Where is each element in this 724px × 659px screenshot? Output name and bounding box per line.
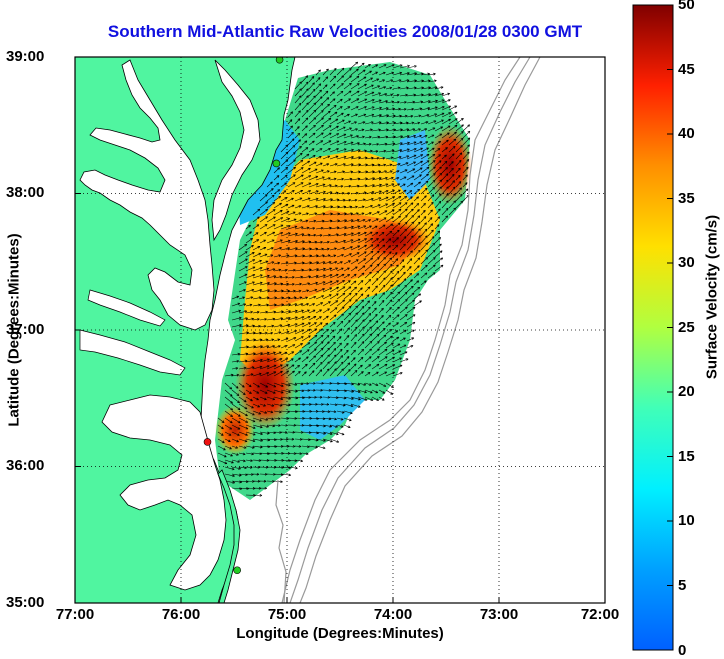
- x-tick-label: 76:00: [161, 606, 201, 623]
- colorbar-label: Surface Velocity (cm/s): [703, 214, 721, 380]
- station-south-red: [203, 438, 212, 446]
- chart-title: Southern Mid-Atlantic Raw Velocities 200…: [107, 22, 583, 41]
- velocity-hotspot-s: [215, 405, 255, 455]
- barrier-island: [217, 469, 241, 603]
- y-tick-label: 36:00: [6, 457, 45, 474]
- river-inlet-1: [79, 329, 186, 376]
- velocity-arrow-glyphs: [217, 61, 471, 497]
- colorbar-tick-label: 10: [678, 512, 695, 529]
- x-tick-label: 77:00: [55, 606, 95, 623]
- y-tick-label: 38:00: [6, 184, 45, 201]
- station-north: [275, 57, 284, 64]
- colorbar-tick-label: 50: [678, 0, 695, 13]
- bathymetry-contours: [275, 57, 541, 603]
- x-tick-label: 72:00: [580, 606, 620, 623]
- x-tick-label: 73:00: [479, 606, 519, 623]
- station-mid: [272, 159, 281, 168]
- pamlico-sound: [101, 394, 227, 591]
- y-tick-label: 35:00: [6, 594, 45, 611]
- velocity-arrows: [217, 61, 471, 497]
- colorbar-tick-label: 15: [678, 448, 695, 465]
- chesapeake-bay: [79, 59, 215, 331]
- delmarva-inner-bay: [211, 59, 261, 242]
- velocity-patch-cool-s: [300, 375, 365, 440]
- colorbar-ticks: [667, 69, 673, 586]
- colorbar-tick-label: 35: [678, 190, 695, 207]
- river-inlet-2: [87, 289, 166, 327]
- colorbar-tick-label: 45: [678, 61, 695, 78]
- colorbar-tick-label: 40: [678, 125, 695, 142]
- y-tick-label: 39:00: [6, 48, 45, 65]
- colorbar-tick-label: 30: [678, 254, 695, 271]
- x-tick-label: 74:00: [373, 606, 413, 623]
- axis-ticks: [75, 193, 500, 603]
- grid-lines: [75, 57, 605, 603]
- velocity-hotspot-sw: [235, 340, 295, 430]
- y-tick-label: 37:00: [6, 321, 45, 338]
- station-far-south: [233, 566, 241, 575]
- colorbar-tick-label: 5: [678, 577, 687, 594]
- colorbar-tick-label: 20: [678, 383, 695, 400]
- y-axis-label: Latitude (Degrees:Minutes): [5, 233, 23, 427]
- x-axis-label: Longitude (Degrees:Minutes): [236, 625, 444, 642]
- colorbar-tick-label: 25: [678, 319, 695, 336]
- velocity-patch-cool-ne: [395, 130, 430, 200]
- colorbar-tick-label: 0: [678, 642, 687, 659]
- x-tick-label: 75:00: [267, 606, 307, 623]
- stations: [203, 57, 284, 575]
